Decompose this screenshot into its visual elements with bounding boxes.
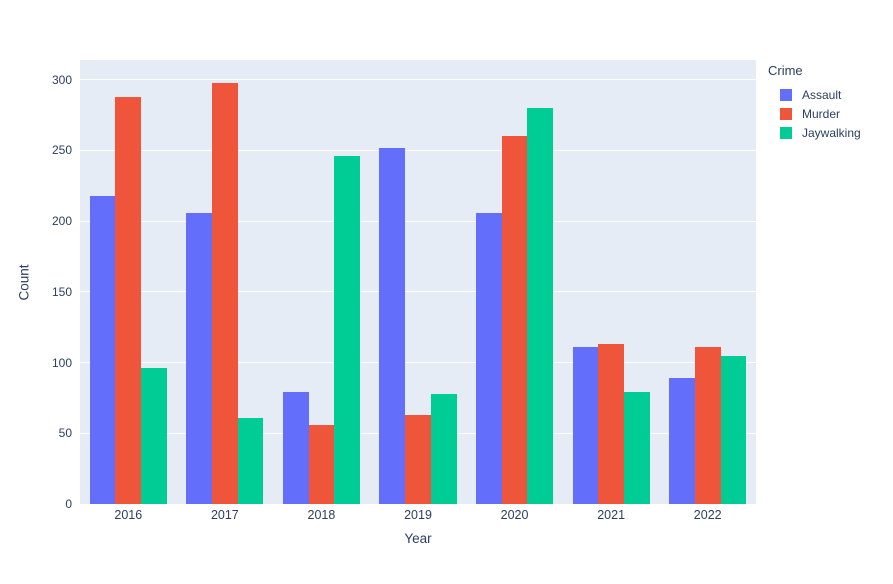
- gridline: [80, 362, 756, 364]
- x-tick-label: 2018: [307, 508, 336, 522]
- bar-murder-2022[interactable]: [694, 347, 721, 504]
- gridline: [80, 503, 756, 505]
- bar-murder-2020[interactable]: [501, 136, 528, 504]
- bar-murder-2021[interactable]: [598, 344, 625, 504]
- x-tick-label: 2017: [210, 508, 239, 522]
- legend-title: Crime: [768, 63, 803, 78]
- gridline: [80, 149, 756, 151]
- bar-jaywalking-2016[interactable]: [141, 368, 167, 504]
- legend-swatch-icon: [780, 107, 792, 120]
- bar-assault-2016[interactable]: [89, 195, 116, 504]
- legend-item-label: Assault: [802, 87, 842, 102]
- gridline: [80, 220, 756, 222]
- bar-murder-2016[interactable]: [115, 96, 142, 504]
- legend-items: Assault Murder Jaywalking: [768, 85, 861, 142]
- x-tick-label: 2016: [114, 508, 143, 522]
- bar-murder-2017[interactable]: [211, 82, 238, 504]
- bar-jaywalking-2020[interactable]: [527, 108, 554, 504]
- gridline: [80, 79, 756, 81]
- bar-murder-2019[interactable]: [405, 414, 431, 504]
- y-tick-label: 300: [51, 72, 72, 87]
- bar-assault-2018[interactable]: [282, 392, 309, 504]
- legend-item-jaywalking[interactable]: Jaywalking: [768, 123, 861, 142]
- x-axis-title: Year: [404, 531, 432, 546]
- x-tick-label: 2020: [500, 508, 529, 522]
- plot-area[interactable]: [80, 60, 756, 505]
- legend-swatch-icon: [780, 126, 792, 139]
- legend-item-label: Jaywalking: [802, 125, 861, 140]
- legend-item-assault[interactable]: Assault: [768, 85, 861, 104]
- bar-jaywalking-2019[interactable]: [430, 393, 457, 504]
- x-tick-label: 2022: [693, 508, 722, 522]
- bar-assault-2020[interactable]: [475, 212, 502, 504]
- bar-assault-2017[interactable]: [186, 212, 212, 504]
- y-tick-label: 100: [51, 355, 72, 370]
- x-tick-label: 2019: [404, 508, 432, 522]
- legend-item-murder[interactable]: Murder: [768, 104, 861, 123]
- bar-jaywalking-2021[interactable]: [624, 392, 650, 504]
- y-tick-label: 150: [51, 284, 72, 299]
- y-tick-label: 200: [51, 214, 72, 229]
- bar-assault-2021[interactable]: [572, 347, 599, 504]
- legend: Crime Assault Murder Jaywalking: [768, 63, 861, 142]
- y-tick-label: 250: [51, 143, 72, 158]
- bar-assault-2022[interactable]: [669, 378, 695, 504]
- bar-murder-2018[interactable]: [308, 424, 335, 504]
- y-tick-label: 0: [65, 497, 72, 511]
- legend-swatch-icon: [780, 88, 792, 101]
- bar-jaywalking-2017[interactable]: [237, 417, 264, 504]
- legend-item-label: Murder: [802, 106, 841, 121]
- x-tick-label: 2021: [597, 508, 626, 522]
- y-tick-label: 50: [58, 426, 72, 441]
- bar-jaywalking-2018[interactable]: [334, 156, 361, 504]
- y-axis-title: Count: [16, 264, 32, 301]
- gridline: [80, 291, 756, 293]
- bar-jaywalking-2022[interactable]: [720, 355, 747, 504]
- bar-assault-2019[interactable]: [379, 147, 406, 504]
